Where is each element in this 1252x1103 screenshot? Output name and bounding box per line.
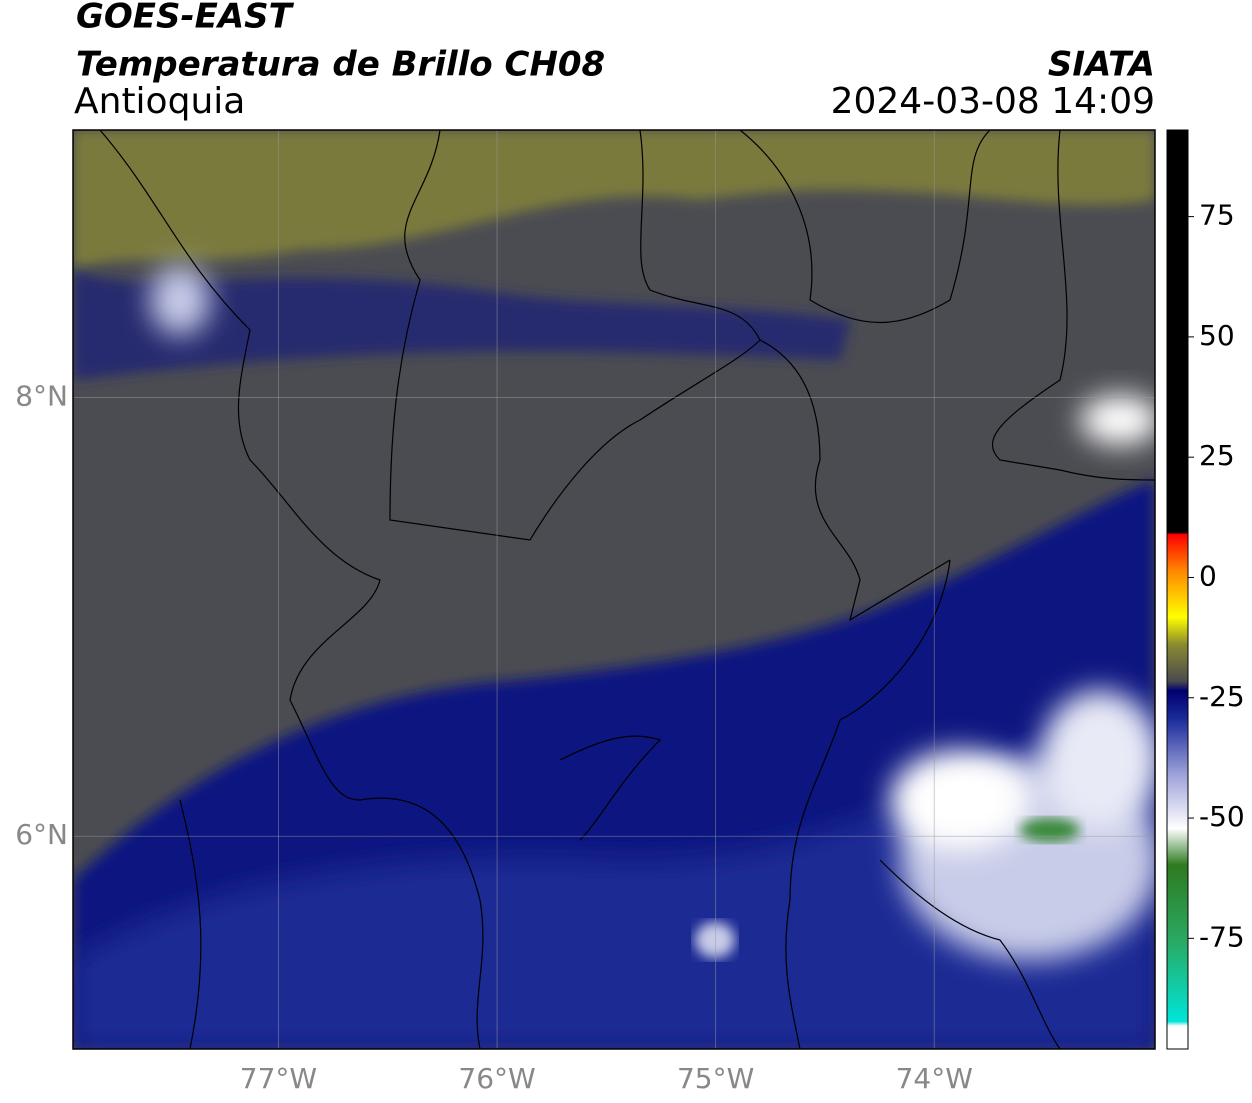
- x-tick-label: 75°W: [677, 1062, 754, 1095]
- grid: [73, 130, 1155, 1049]
- colorbar-tick-label: -25: [1199, 680, 1245, 713]
- x-tick-label: 76°W: [458, 1062, 535, 1095]
- y-tick-label: 6°N: [15, 818, 68, 851]
- source: SIATA: [1048, 45, 1155, 85]
- colorbar-tick-label: -50: [1199, 800, 1245, 833]
- colorbar: [1166, 129, 1189, 1050]
- x-tick-label: 77°W: [240, 1062, 317, 1095]
- x-tick-label: 74°W: [896, 1062, 973, 1095]
- datetime: 2024-03-08 14:09: [831, 81, 1155, 122]
- subtitle: Temperatura de Brillo CH08: [76, 45, 605, 85]
- colorbar-tick-label: 25: [1199, 439, 1235, 472]
- colorbar-tick-label: -75: [1199, 920, 1245, 953]
- colorbar-tick-label: 50: [1199, 319, 1235, 352]
- region: Antioquia: [74, 81, 245, 122]
- colorbar-tick-label: 0: [1199, 559, 1217, 592]
- map-frame: [72, 129, 1156, 1050]
- colorbar-tick-label: 75: [1199, 199, 1235, 232]
- map-image: [73, 130, 1155, 1049]
- y-tick-label: 8°N: [15, 380, 68, 413]
- title: GOES-EAST: [76, 0, 295, 37]
